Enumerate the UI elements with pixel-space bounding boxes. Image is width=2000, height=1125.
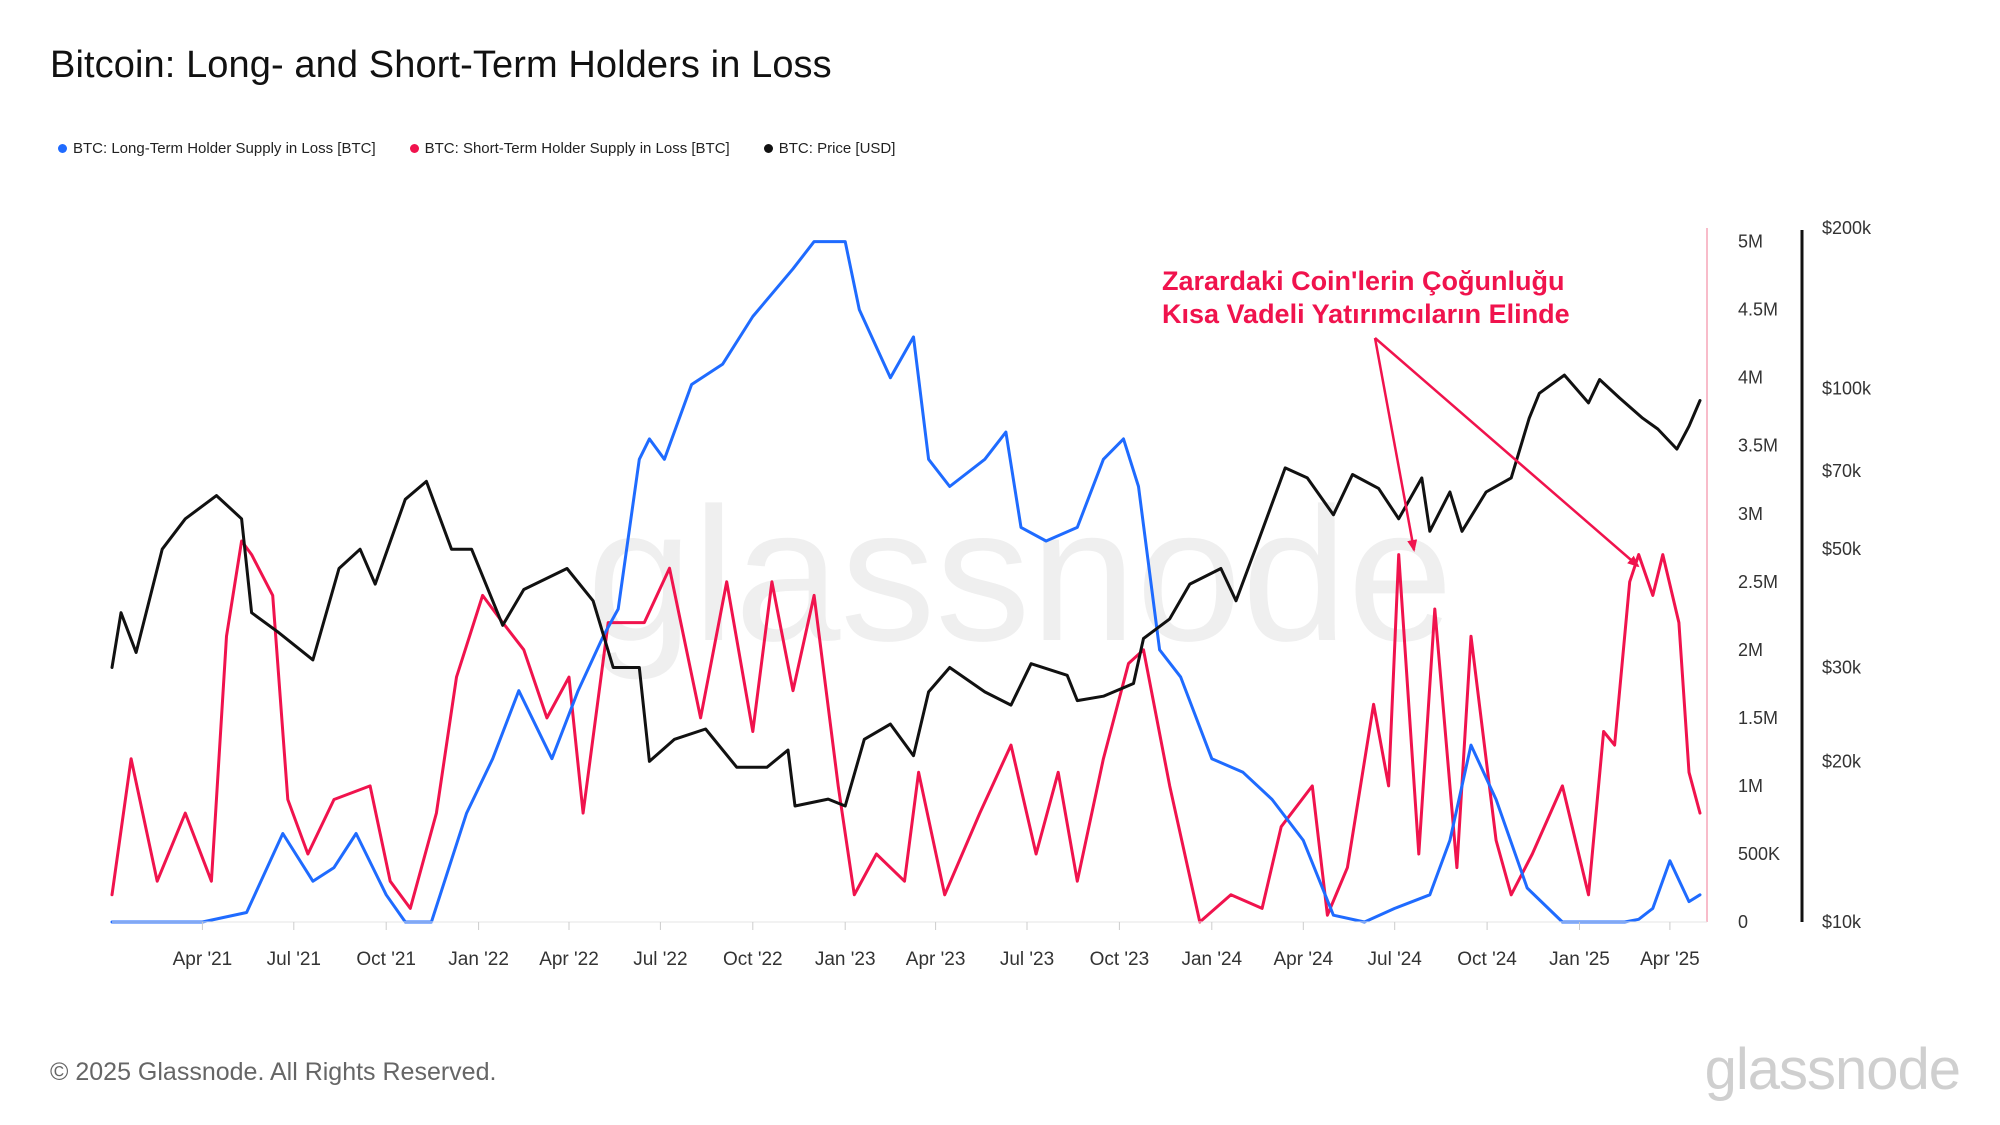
legend-item-price[interactable]: BTC: Price [USD] (763, 140, 896, 157)
y-right-tick-label: $70k (1822, 461, 1862, 481)
y-left-tick-label: 0 (1738, 912, 1748, 932)
x-tick-label: Jan '22 (448, 949, 509, 970)
x-tick-label: Jan '24 (1181, 949, 1242, 970)
legend-dot-sth (409, 144, 419, 153)
x-tick-label: Apr '25 (1640, 949, 1700, 970)
x-tick-label: Jul '23 (1000, 949, 1054, 970)
x-tick-label: Oct '22 (723, 949, 783, 970)
x-tick-label: Jul '21 (267, 949, 321, 970)
y-right-tick-label: $10k (1822, 912, 1862, 932)
y-left-tick-label: 500K (1738, 844, 1780, 864)
lth-supply-loss-line[interactable] (110, 240, 1702, 924)
x-tick-label: Oct '23 (1090, 949, 1150, 970)
y-left-tick-label: 4.5M (1738, 300, 1778, 320)
legend-label-price: BTC: Price [USD] (778, 140, 896, 157)
chart-watermark: glassnode (587, 469, 1453, 681)
x-tick-label: Apr '23 (906, 949, 966, 970)
y-left-tick-label: 1.5M (1738, 708, 1778, 728)
x-tick-label: Apr '22 (539, 949, 599, 970)
x-tick-label: Jan '23 (815, 949, 876, 970)
sth-supply-loss-line[interactable] (110, 539, 1702, 924)
x-tick-label: Apr '24 (1273, 949, 1333, 970)
annotation-arrow-2 (1374, 337, 1640, 568)
y-left-axis: 0 500K 1M 1.5M 2M 2.5M 3M 3.5M 4M 4.5M 5M (1738, 232, 1780, 932)
footer-copyright: © 2025 Glassnode. All Rights Reserved. (50, 1058, 497, 1086)
y-right-tick-label: $50k (1822, 539, 1862, 559)
x-tick-label: Oct '24 (1457, 949, 1517, 970)
y-right-tick-label: $200k (1822, 218, 1872, 238)
legend-dot-lth (58, 144, 67, 153)
x-tick-label: Jan '25 (1549, 949, 1610, 970)
annotation-line-2: Kısa Vadeli Yatırımcıların Elinde (1162, 299, 1570, 329)
chart-title: Bitcoin: Long- and Short-Term Holders in… (50, 44, 832, 86)
legend-dot-price (763, 144, 773, 153)
x-axis: Apr '21 Jul '21 Oct '21 Jan '22 Apr '22 Jul '… (173, 922, 1700, 970)
y-left-tick-label: 4M (1738, 368, 1763, 388)
y-left-tick-label: 1M (1738, 776, 1763, 796)
legend-label-lth: BTC: Long-Term Holder Supply in Loss [BT… (73, 140, 376, 157)
y-left-tick-label: 3.5M (1738, 436, 1778, 456)
y-right-axis: $10k $20k $30k $50k $70k $100k $200k (1822, 218, 1872, 932)
annotation-arrow-1 (1373, 337, 1418, 552)
legend: BTC: Long-Term Holder Supply in Loss [BT… (58, 140, 895, 157)
legend-item-sth[interactable]: BTC: Short-Term Holder Supply in Loss [B… (409, 140, 730, 157)
brand-logo: glassnode (1704, 1037, 1961, 1102)
x-tick-label: Apr '21 (173, 949, 233, 970)
annotation-line-1: Zarardaki Coin'lerin Çoğunluğu (1162, 266, 1564, 296)
y-right-tick-label: $20k (1822, 751, 1862, 771)
y-left-tick-label: 5M (1738, 232, 1763, 252)
legend-item-lth[interactable]: BTC: Long-Term Holder Supply in Loss [BT… (58, 140, 376, 157)
y-right-tick-label: $100k (1822, 379, 1872, 399)
price-line[interactable] (110, 373, 1702, 808)
x-tick-label: Jul '22 (633, 949, 687, 970)
y-right-tick-label: $30k (1822, 658, 1862, 678)
x-tick-label: Jul '24 (1368, 949, 1423, 970)
y-left-tick-label: 2M (1738, 640, 1763, 660)
y-left-tick-label: 2.5M (1738, 572, 1778, 592)
x-tick-label: Oct '21 (356, 949, 416, 970)
y-left-tick-label: 3M (1738, 504, 1763, 524)
legend-label-sth: BTC: Short-Term Holder Supply in Loss [B… (424, 140, 730, 157)
